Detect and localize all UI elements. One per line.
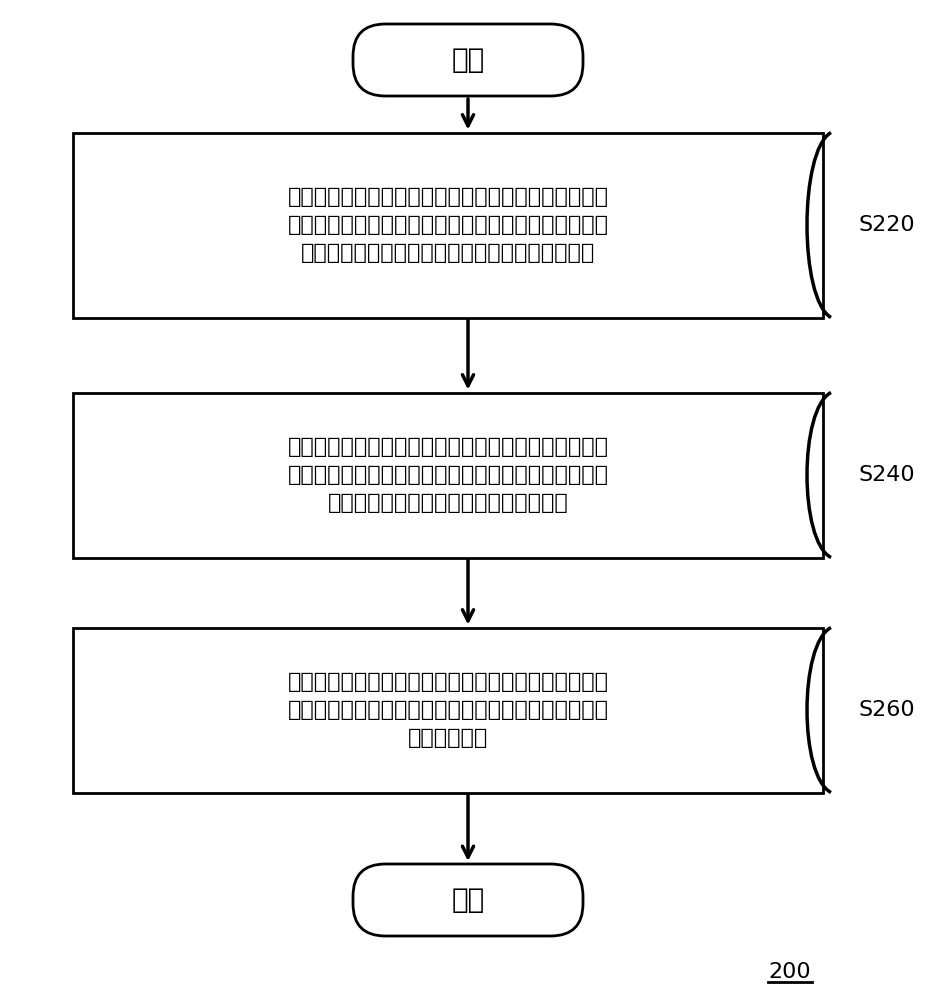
Bar xyxy=(73,628,823,792)
Text: 式供电系统的线损最小化和发电容量最大化为目标: 式供电系统的线损最小化和发电容量最大化为目标 xyxy=(300,243,595,263)
Text: 包括每个分布式电源的安装位置和发电容量，并以分布: 包括每个分布式电源的安装位置和发电容量，并以分布 xyxy=(287,215,608,235)
Text: 该最优解作为分布式供电系统的规划方案: 该最优解作为分布式供电系统的规划方案 xyxy=(328,493,568,513)
Bar xyxy=(73,132,823,318)
Text: S240: S240 xyxy=(858,465,914,485)
FancyBboxPatch shape xyxy=(353,24,583,96)
Text: 200: 200 xyxy=(768,962,812,982)
Text: 所述规划方案: 所述规划方案 xyxy=(408,728,489,748)
Text: 开始: 开始 xyxy=(451,46,485,74)
Text: S260: S260 xyxy=(858,700,914,720)
Text: 分布式供电系统进行可行性分析，并根据分析结果调整: 分布式供电系统进行可行性分析，并根据分析结果调整 xyxy=(287,700,608,720)
Text: 结束: 结束 xyxy=(451,886,485,914)
Text: 得到分布式电源的安装位置和发电容量的最优解，并将: 得到分布式电源的安装位置和发电容量的最优解，并将 xyxy=(287,465,608,485)
Text: S220: S220 xyxy=(858,215,914,235)
Bar xyxy=(73,392,823,558)
Text: 根据所述规划方案计算分布式供电系统的净现值，以对: 根据所述规划方案计算分布式供电系统的净现值，以对 xyxy=(287,672,608,692)
Text: 建立分布式供电系统的发电容量规划模型，其控制变量: 建立分布式供电系统的发电容量规划模型，其控制变量 xyxy=(287,187,608,207)
FancyBboxPatch shape xyxy=(353,864,583,936)
Text: 采用预定算法对发电容量规划模型进行迭代求解，分别: 采用预定算法对发电容量规划模型进行迭代求解，分别 xyxy=(287,437,608,457)
